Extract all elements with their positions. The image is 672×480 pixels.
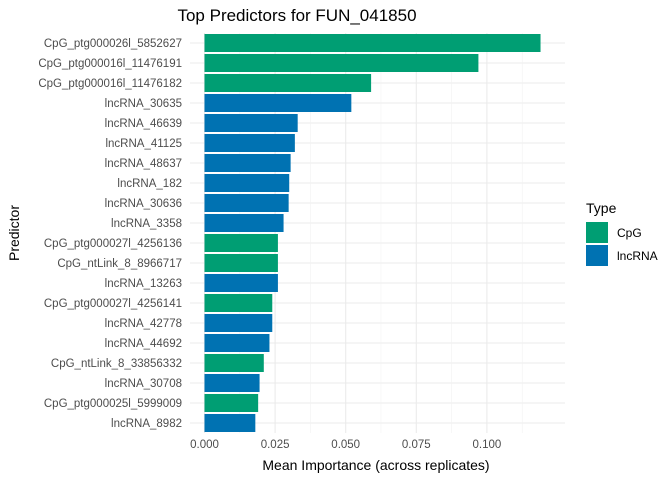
y-tick-label: lncRNA_182 <box>117 178 182 190</box>
bar <box>204 34 541 52</box>
bar <box>204 114 298 132</box>
legend-label: lncRNA <box>617 249 658 263</box>
bar <box>204 214 284 232</box>
bar <box>204 374 260 392</box>
x-tick-label: 0.050 <box>331 439 360 451</box>
bar <box>204 274 278 292</box>
y-tick-label: lncRNA_46639 <box>105 118 182 130</box>
y-tick-label: lncRNA_30635 <box>105 98 182 110</box>
grid <box>190 33 565 433</box>
y-tick-label: lncRNA_30636 <box>105 198 182 210</box>
y-tick-label: CpG_ptg000016l_11476182 <box>38 78 182 90</box>
legend-key <box>586 222 608 243</box>
bar <box>204 174 290 192</box>
bars <box>204 34 541 432</box>
y-tick-label: lncRNA_13263 <box>105 278 182 290</box>
legend: Type CpG lncRNA <box>586 200 658 266</box>
chart-title: Top Predictors for FUN_041850 <box>177 6 416 25</box>
y-tick-labels: CpG_ptg000026l_5852627 CpG_ptg000016l_114… <box>38 38 182 430</box>
bar <box>204 94 352 112</box>
bar <box>204 314 273 332</box>
bar <box>204 234 278 252</box>
y-tick-label: lncRNA_30708 <box>105 378 182 390</box>
y-tick-label: lncRNA_8982 <box>111 418 182 430</box>
x-tick-label: 0.000 <box>190 439 219 451</box>
legend-key <box>586 245 608 266</box>
bar <box>204 254 278 272</box>
y-tick-label: CpG_ptg000027l_4256141 <box>44 298 182 310</box>
y-tick-label: CpG_ptg000016l_11476191 <box>38 58 182 70</box>
y-tick-label: lncRNA_48637 <box>105 158 182 170</box>
bar <box>204 394 259 412</box>
y-tick-label: CpG_ptg000027l_4256136 <box>44 238 182 250</box>
y-tick-label: CpG_ptg000025l_5999009 <box>44 398 182 410</box>
bar <box>204 154 291 172</box>
x-tick-label: 0.075 <box>402 439 431 451</box>
legend-title: Type <box>586 200 617 216</box>
x-tick-label: 0.100 <box>472 439 501 451</box>
bar <box>204 354 264 372</box>
y-tick-label: lncRNA_3358 <box>111 218 182 230</box>
bar <box>204 54 479 72</box>
bar <box>204 74 372 92</box>
x-tick-label: 0.025 <box>261 439 290 451</box>
bar <box>204 334 270 352</box>
bar <box>204 414 256 432</box>
bar <box>204 134 295 152</box>
x-tick-labels: 0.000 0.025 0.050 0.075 0.100 <box>190 439 501 451</box>
y-tick-label: lncRNA_41125 <box>105 138 182 150</box>
y-tick-label: CpG_ntLink_8_33856332 <box>51 358 182 370</box>
y-axis-title: Predictor <box>6 205 22 261</box>
legend-label: CpG <box>617 226 642 240</box>
y-tick-label: lncRNA_42778 <box>105 318 182 330</box>
bar <box>204 294 273 312</box>
x-axis-title: Mean Importance (across replicates) <box>262 457 489 473</box>
bar <box>204 194 289 212</box>
y-tick-label: lncRNA_44692 <box>105 338 182 350</box>
y-tick-label: CpG_ntLink_8_8966717 <box>57 258 182 270</box>
y-tick-label: CpG_ptg000026l_5852627 <box>44 38 182 50</box>
